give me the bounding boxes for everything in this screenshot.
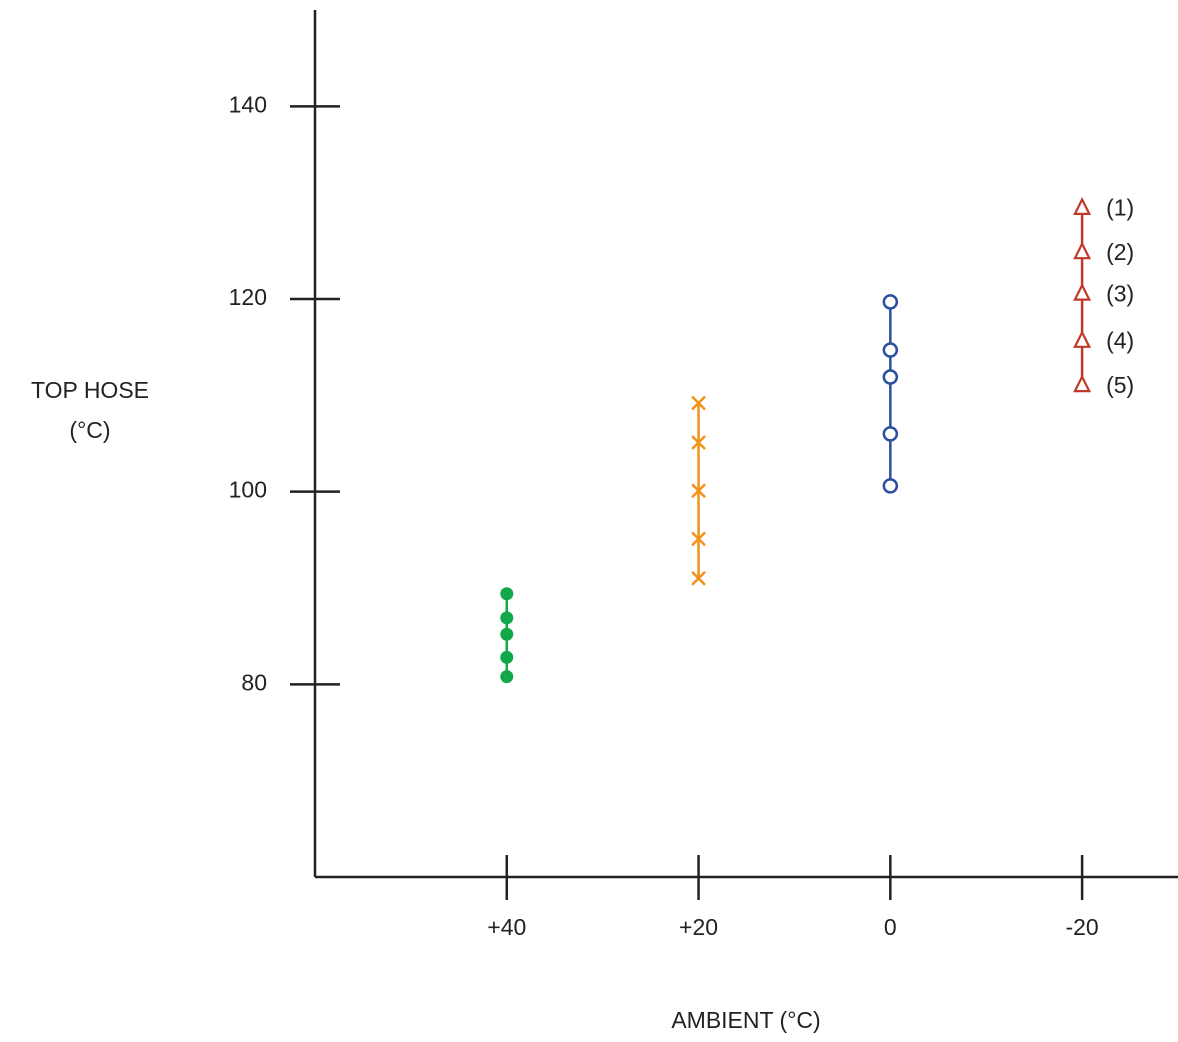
point bbox=[882, 369, 899, 385]
y-tick-label: 80 bbox=[241, 669, 267, 695]
y-tick-label: 140 bbox=[229, 91, 267, 117]
point bbox=[1073, 374, 1092, 393]
y-axis-label: (°C) bbox=[69, 417, 110, 443]
point bbox=[691, 570, 706, 586]
point bbox=[882, 426, 899, 442]
point bbox=[691, 435, 706, 450]
point bbox=[500, 587, 514, 601]
point-label: (4) bbox=[1106, 328, 1134, 354]
point bbox=[500, 670, 514, 684]
point-label: (5) bbox=[1106, 372, 1134, 398]
point bbox=[882, 478, 899, 494]
y-tick-label: 120 bbox=[229, 284, 267, 310]
point bbox=[691, 395, 706, 411]
point bbox=[691, 531, 706, 547]
x-tick-label: -20 bbox=[1065, 914, 1098, 940]
point bbox=[1073, 197, 1092, 215]
y-axis-label: TOP HOSE bbox=[31, 377, 149, 403]
point bbox=[691, 483, 706, 499]
point bbox=[1073, 329, 1092, 348]
point bbox=[500, 611, 514, 625]
point bbox=[1073, 241, 1092, 260]
x-axis-label: AMBIENT (°C) bbox=[671, 1007, 820, 1033]
x-tick-label: 0 bbox=[884, 914, 897, 940]
point bbox=[500, 650, 514, 664]
y-tick-label: 100 bbox=[229, 477, 267, 503]
x-tick-label: +40 bbox=[487, 914, 526, 940]
point-label: (2) bbox=[1106, 239, 1134, 265]
point bbox=[1073, 282, 1092, 301]
point bbox=[882, 294, 899, 310]
point-label: (3) bbox=[1106, 280, 1134, 306]
point bbox=[500, 627, 514, 641]
point bbox=[882, 342, 899, 358]
x-tick-label: +20 bbox=[679, 914, 718, 940]
point-label: (1) bbox=[1106, 195, 1134, 221]
